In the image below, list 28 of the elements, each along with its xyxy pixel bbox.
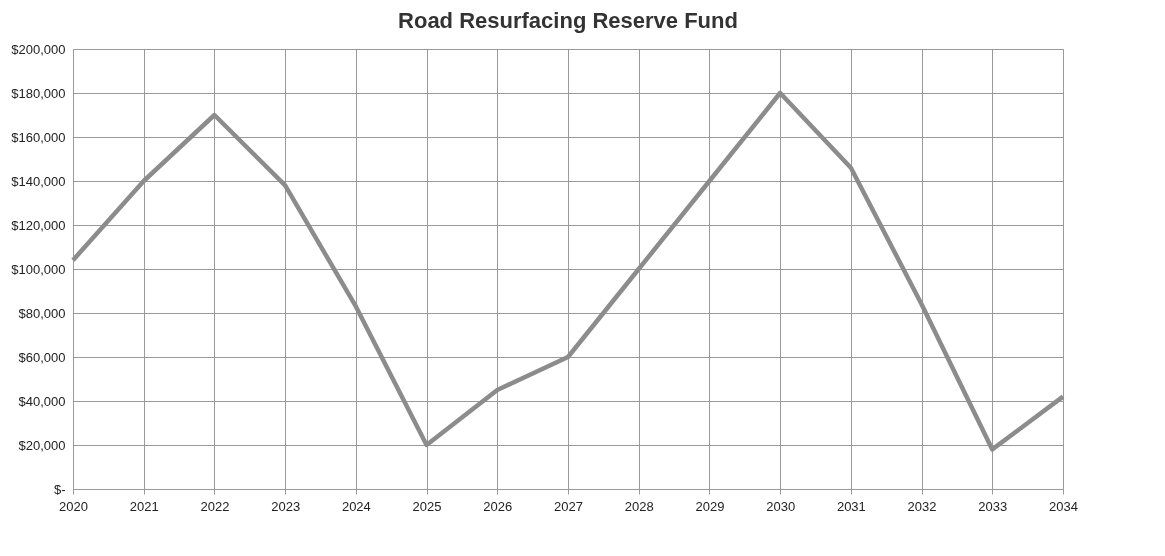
x-tick-label: 2028 [624, 498, 654, 514]
y-tick-label: $180,000 [11, 85, 66, 101]
x-tick-label: 2022 [200, 498, 230, 514]
y-tick-label: $80,000 [18, 305, 66, 321]
x-tick-label: 2023 [271, 498, 301, 514]
y-tick-label: $200,000 [11, 41, 66, 57]
x-tick-label: 2034 [1049, 498, 1078, 514]
y-tick-label: $100,000 [11, 261, 66, 277]
x-tick-label: 2026 [483, 498, 513, 514]
x-tick-label: 2025 [412, 498, 442, 514]
chart-title: Road Resurfacing Reserve Fund [398, 8, 738, 33]
x-tick-label: 2030 [766, 498, 796, 514]
y-tick-label: $20,000 [18, 437, 66, 453]
y-tick-label: $- [53, 481, 66, 497]
x-tick-label: 2033 [978, 498, 1008, 514]
x-tick-label: 2031 [836, 498, 866, 514]
y-tick-label: $40,000 [18, 393, 66, 409]
y-tick-label: $160,000 [11, 129, 66, 145]
x-tick-label: 2029 [695, 498, 725, 514]
x-tick-label: 2027 [554, 498, 583, 514]
x-tick-label: 2021 [129, 498, 159, 514]
x-tick-label: 2032 [907, 498, 937, 514]
y-tick-label: $140,000 [11, 173, 66, 189]
x-tick-label: 2024 [341, 498, 371, 514]
y-tick-label: $120,000 [11, 217, 66, 233]
line-series [70, 90, 1066, 452]
x-tick-label: 2020 [59, 498, 88, 514]
y-tick-label: $60,000 [18, 349, 66, 365]
